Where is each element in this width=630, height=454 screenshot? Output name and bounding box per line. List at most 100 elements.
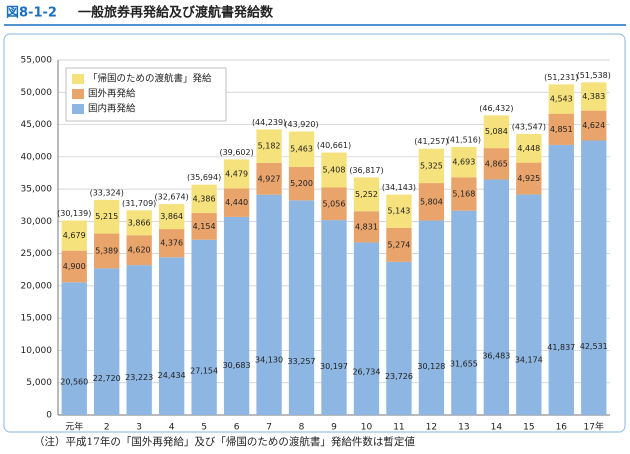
x-tick-label: 11 [393, 423, 404, 433]
x-tick-label: 16 [556, 423, 568, 433]
bar-segment [516, 194, 542, 415]
x-tick-label: 5 [201, 423, 207, 433]
total-label: (31,709) [122, 199, 156, 208]
bar-segment [126, 265, 152, 415]
x-tick-label: 17年 [584, 421, 604, 433]
value-label: 3,864 [160, 212, 183, 221]
x-tick-label: 10 [361, 423, 373, 433]
x-tick-label: 14 [491, 423, 503, 433]
value-label: 5,274 [387, 240, 410, 249]
bar-segment [418, 220, 445, 415]
value-label: 5,200 [290, 179, 313, 188]
bar-segment [61, 250, 87, 283]
total-label: (33,324) [90, 188, 124, 197]
value-label: 4,543 [550, 94, 573, 103]
total-label: (43,547) [512, 122, 546, 131]
bar-segment [288, 200, 315, 415]
value-label: 4,376 [160, 239, 183, 248]
total-label: (41,516) [447, 136, 481, 145]
legend-box [65, 67, 227, 122]
bar-segment [451, 147, 477, 178]
bar-segment [191, 239, 217, 415]
bar-segment [581, 82, 607, 111]
value-label: 4,900 [63, 262, 86, 271]
bar-segment [256, 129, 282, 163]
value-label: 30,683 [223, 361, 251, 370]
bar-segment [483, 115, 510, 149]
total-label: (51,231) [544, 73, 578, 82]
value-label: 5,215 [95, 212, 118, 221]
bar-segment [223, 159, 250, 189]
value-label: 23,726 [385, 372, 413, 381]
bar-segment [581, 110, 607, 141]
x-tick-label: 6 [234, 423, 240, 433]
value-label: 5,408 [323, 166, 346, 175]
total-label: (32,674) [155, 193, 189, 202]
legend-label: 国内再発給 [88, 103, 136, 115]
value-label: 26,734 [352, 367, 380, 376]
value-label: 4,383 [582, 92, 605, 101]
bar-segment [548, 113, 574, 145]
y-tick-label: 25,000 [21, 249, 53, 259]
bar-segment [516, 133, 542, 163]
legend-swatch [72, 74, 84, 84]
bar-segment [191, 212, 217, 240]
y-tick-label: 20,000 [21, 281, 53, 291]
bar-segment [191, 184, 217, 213]
figure-label: 図8-1-2 [6, 6, 57, 21]
bar-segment [548, 84, 574, 114]
y-tick-label: 45,000 [21, 120, 53, 130]
bar-segment [256, 194, 282, 415]
bar-segment [418, 148, 445, 184]
bar-segment [321, 220, 347, 415]
value-label: 4,440 [225, 198, 248, 207]
total-label: (41,257) [414, 137, 448, 146]
value-label: 31,655 [450, 359, 478, 368]
bar-segment [223, 216, 250, 415]
bar-segment [353, 211, 380, 243]
value-label: 42,531 [580, 342, 608, 351]
bar-segment [288, 131, 315, 167]
x-tick-label: 3 [136, 423, 142, 433]
bar-segment [516, 162, 542, 195]
value-label: 4,679 [63, 231, 86, 240]
value-label: 4,448 [517, 144, 540, 153]
bar-segment [94, 268, 120, 415]
bar-segment [158, 204, 185, 230]
value-label: 5,325 [420, 161, 443, 170]
value-label: 34,130 [255, 355, 283, 364]
value-label: 4,925 [517, 174, 540, 183]
total-label: (43,920) [284, 120, 318, 129]
value-label: 5,084 [485, 127, 508, 136]
bar-segment [386, 194, 412, 228]
value-label: 5,168 [452, 190, 475, 199]
y-tick-label: 35,000 [21, 185, 53, 195]
bar-segment [158, 229, 185, 258]
total-label: (36,817) [349, 166, 383, 175]
value-label: 34,174 [515, 355, 543, 364]
x-tick-label: 13 [458, 423, 469, 433]
bar-segment [321, 152, 347, 188]
bar-segment [61, 282, 87, 415]
bar-segment [451, 177, 477, 211]
value-label: 5,056 [323, 199, 346, 208]
value-label: 5,252 [355, 190, 378, 199]
bar-segment [483, 179, 510, 415]
x-tick-label: 12 [426, 423, 437, 433]
bar-segment [548, 144, 574, 415]
value-label: 24,434 [158, 371, 186, 380]
bar-segment [288, 166, 315, 201]
bar-segment [158, 257, 185, 415]
y-tick-label: 55,000 [21, 56, 53, 66]
total-label: (39,602) [219, 148, 253, 157]
value-label: 4,851 [550, 125, 573, 134]
chart-frame [3, 33, 626, 433]
x-tick-label: 7 [266, 423, 272, 433]
total-label: (44,239) [252, 118, 286, 127]
bar-segment [61, 220, 87, 251]
bar-segment [581, 140, 607, 415]
value-label: 5,389 [95, 246, 118, 255]
y-tick-label: 50,000 [21, 88, 53, 98]
bar-segment [126, 235, 152, 266]
